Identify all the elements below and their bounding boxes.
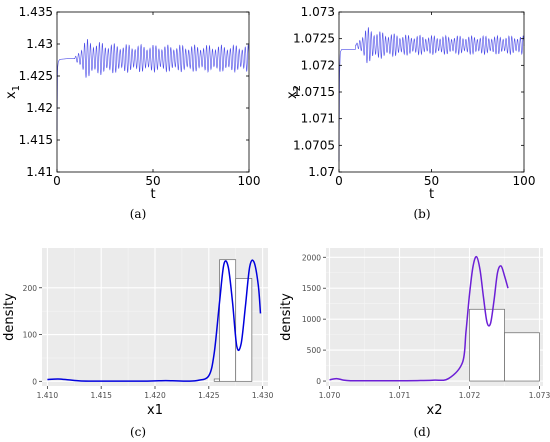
- x-tick-label: 50: [424, 174, 439, 188]
- x-tick-label: 1.430: [252, 391, 274, 400]
- x-axis-label: t: [150, 187, 155, 202]
- x-tick-label: 100: [238, 174, 261, 188]
- x1-series-line: [56, 39, 250, 131]
- caption-b: (b): [413, 207, 430, 221]
- y-axis-label-main: x: [285, 91, 300, 99]
- density-curve: [329, 255, 509, 382]
- y-tick-label: 2000: [302, 253, 321, 262]
- panel-c: 1.410 1.415 1.420 1.425 1.430 0 100 200 x1 densit…: [2, 248, 274, 418]
- y-tick-label: 1.41: [26, 165, 53, 179]
- x-tick-label: 0: [335, 174, 343, 188]
- caption-d: (d): [413, 425, 430, 439]
- x-tick-label: 1.071: [389, 391, 411, 400]
- y-axis-label: density: [2, 293, 17, 341]
- y-axis-label: x2: [285, 85, 303, 99]
- plot-area: [339, 12, 524, 172]
- x-axis-label: x2: [427, 403, 443, 418]
- y-tick-label: 1.073: [301, 5, 335, 19]
- y-axis-label: density: [279, 293, 294, 341]
- x-tick-label: 1.073: [529, 391, 550, 400]
- y-tick-label: 0: [316, 377, 321, 386]
- x-tick-label: 50: [145, 174, 160, 188]
- histogram-bar: [235, 278, 253, 382]
- y-tick-label: 1.072: [301, 58, 335, 72]
- histogram-bar: [213, 378, 220, 382]
- panel-b: 0 50 100 1.07 1.0705 1.071 1.0715 1.072 1.0725 1.…: [285, 5, 535, 202]
- x-axis-label: t: [429, 187, 434, 202]
- panel-a: 0 50 100 1.41 1.415 1.42 1.425 1.43 1.435 t x1: [4, 5, 260, 202]
- x-tick-label: 1.420: [144, 391, 166, 400]
- plot-area: [57, 12, 249, 172]
- caption-c: (c): [130, 425, 146, 439]
- y-tick-label: 1.42: [26, 101, 53, 115]
- y-tick-label: 1.0725: [293, 32, 335, 46]
- histogram-bar: [504, 332, 540, 382]
- y-tick-label: 100: [23, 331, 38, 340]
- x-axis-label: x1: [147, 403, 163, 418]
- y-axis-label: x1: [4, 85, 22, 99]
- y-tick-label: 0: [32, 377, 37, 386]
- y-tick-label: 200: [23, 284, 38, 293]
- x-tick-label: 1.415: [90, 391, 112, 400]
- y-tick-label: 1500: [302, 284, 321, 293]
- y-tick-label: 500: [307, 346, 322, 355]
- y-tick-label: 1000: [302, 315, 321, 324]
- y-axis-label-subscript: 2: [292, 85, 303, 91]
- y-tick-label: 1.07: [308, 165, 335, 179]
- y-tick-label: 1.435: [19, 5, 53, 19]
- y-tick-label: 1.415: [19, 133, 53, 147]
- x-tick-label: 100: [513, 174, 536, 188]
- caption-a: (a): [130, 207, 147, 221]
- x-tick-label: 0: [53, 174, 61, 188]
- x2-series-line: [338, 27, 525, 162]
- y-tick-label: 1.071: [301, 112, 335, 126]
- y-tick-label: 1.0715: [293, 85, 335, 99]
- x-tick-label: 1.410: [37, 391, 59, 400]
- density-curve: [47, 259, 262, 382]
- x-tick-label: 1.072: [459, 391, 481, 400]
- x-tick-label: 1.070: [319, 391, 341, 400]
- panel-d: 1.070 1.071 1.072 1.073 0 500 1000 1500 2000 x2 de…: [279, 248, 550, 418]
- y-tick-label: 1.425: [19, 69, 53, 83]
- x-tick-label: 1.425: [198, 391, 220, 400]
- y-tick-label: 1.43: [26, 37, 53, 51]
- y-axis-label-subscript: 1: [11, 85, 22, 91]
- y-tick-label: 1.0705: [293, 138, 335, 152]
- y-axis-label-main: x: [4, 91, 19, 99]
